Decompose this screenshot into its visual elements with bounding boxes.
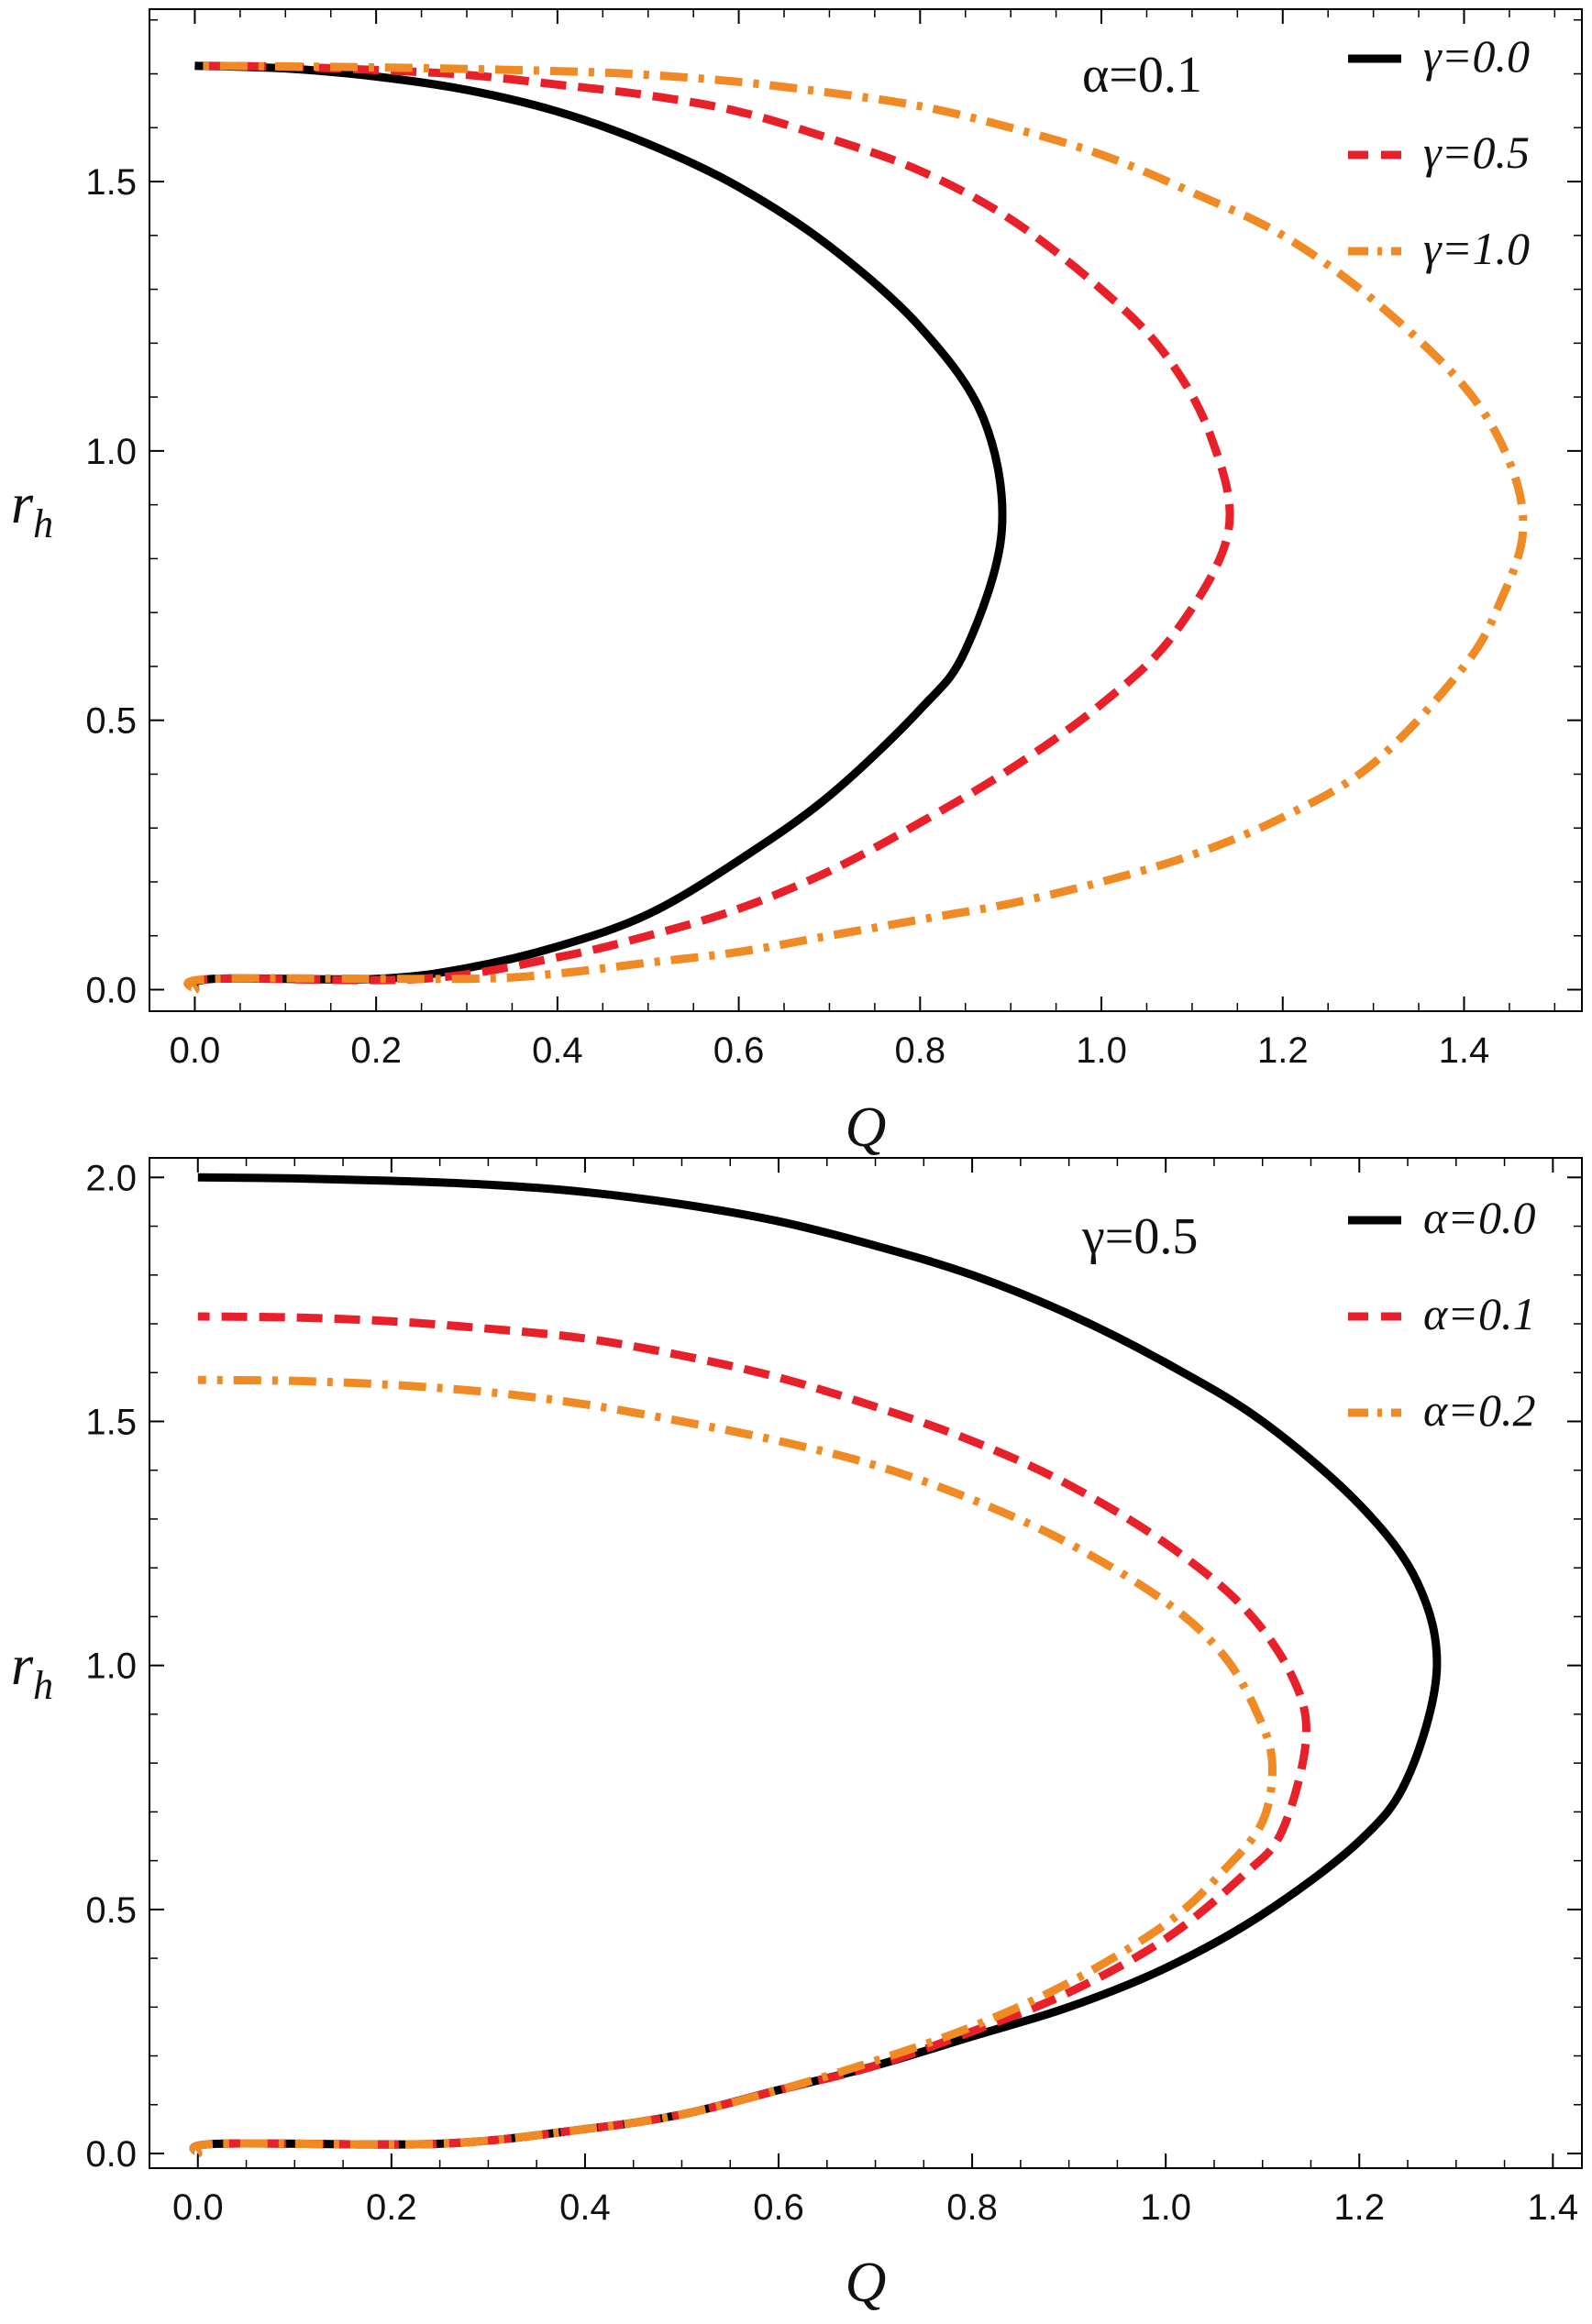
legend: α=0.0 α=0.1 α=0.2 — [1348, 1192, 1536, 1436]
legend-label: γ=0.0 — [1423, 30, 1530, 82]
series-line-3 — [183, 61, 1528, 994]
x-axis-label: Q — [846, 1096, 887, 1159]
x-tick-label: 1.0 — [1076, 1030, 1127, 1071]
x-tick-label: 1.4 — [1439, 1030, 1490, 1071]
series-line-2 — [186, 61, 1234, 994]
chart-panel-top: 0.0 0.2 0.4 0.6 0.8 1.0 1.2 1.4 0.0 0.5 1.0 1.5 α=0… — [11, 8, 1583, 1159]
y-axis-label-main: r — [11, 1635, 34, 1697]
axis-ticks: 0.0 0.2 0.4 0.6 0.8 1.0 1.2 1.4 0.0 0.5 1.0 1.5 2.0 — [85, 1158, 1582, 2228]
x-tick-label: 1.0 — [1140, 2187, 1191, 2228]
axis-ticks: 0.0 0.2 0.4 0.6 0.8 1.0 1.2 1.4 0.0 0.5 1.0 1.5 — [85, 9, 1582, 1071]
legend-label: α=0.2 — [1423, 1384, 1536, 1436]
x-tick-label: 0.8 — [895, 1030, 946, 1071]
legend: γ=0.0 γ=0.5 γ=1.0 — [1348, 30, 1530, 274]
y-tick-label: 0.0 — [85, 2134, 137, 2175]
series-curves — [183, 61, 1528, 994]
y-tick-label: 0.5 — [85, 701, 137, 742]
x-tick-label: 1.4 — [1528, 2187, 1579, 2228]
x-tick-label: 0.6 — [753, 2187, 804, 2228]
series-line-3 — [189, 1375, 1277, 2158]
chart-panel-bottom: 0.0 0.2 0.4 0.6 0.8 1.0 1.2 1.40.00.51.01.52.0 … — [11, 1157, 1583, 2314]
x-tick-label: 0.2 — [366, 2187, 417, 2228]
x-axis-label: Q — [846, 2252, 887, 2314]
x-tick-label: 0.2 — [350, 1030, 402, 1071]
legend-label: γ=1.0 — [1423, 223, 1530, 274]
x-tick-label: 0.4 — [559, 2187, 611, 2228]
y-tick-label: 1.0 — [85, 1647, 137, 1687]
x-tick-label: 1.2 — [1257, 1030, 1309, 1071]
plot-frame — [149, 1157, 1583, 2169]
y-axis-label-subscript: h — [33, 1663, 53, 1708]
parameter-annotation: γ=0.5 — [1081, 1208, 1198, 1265]
x-tick-label: 0.4 — [532, 1030, 583, 1071]
legend-label: α=0.1 — [1423, 1288, 1536, 1339]
series-line-1 — [189, 61, 1007, 994]
y-tick-label: 1.5 — [85, 1402, 137, 1442]
series-line-2 — [189, 1312, 1311, 2158]
x-tick-label: 1.2 — [1333, 2187, 1385, 2228]
parameter-annotation: α=0.1 — [1082, 47, 1202, 104]
y-axis-label-subscript: h — [33, 501, 53, 546]
y-tick-label: 2.0 — [85, 1158, 137, 1198]
plot-frame — [149, 8, 1583, 1012]
x-tick-label: 0.0 — [170, 1030, 221, 1071]
y-tick-label: 0.0 — [85, 970, 137, 1010]
x-tick-label: 0.0 — [172, 2187, 224, 2228]
y-axis-label: rh — [11, 1635, 53, 1708]
y-axis-label: rh — [11, 473, 53, 546]
x-tick-label: 0.6 — [713, 1030, 765, 1071]
y-tick-label: 1.5 — [85, 162, 137, 203]
legend-label: α=0.0 — [1423, 1192, 1536, 1243]
y-tick-label: 1.0 — [85, 432, 137, 472]
series-curves — [189, 1173, 1442, 2158]
y-axis-label-main: r — [11, 473, 34, 535]
legend-label: γ=0.5 — [1423, 127, 1530, 178]
x-tick-label: 0.8 — [946, 2187, 998, 2228]
y-tick-label: 0.5 — [85, 1890, 137, 1931]
